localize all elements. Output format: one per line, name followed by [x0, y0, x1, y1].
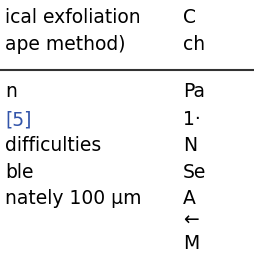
- Text: A: A: [183, 189, 196, 208]
- Text: ape method): ape method): [5, 35, 125, 54]
- Text: [5]: [5]: [5, 110, 31, 129]
- Text: N: N: [183, 136, 197, 155]
- Text: nately 100 μm: nately 100 μm: [5, 189, 141, 208]
- Text: n: n: [5, 82, 17, 101]
- Text: 1·: 1·: [183, 110, 201, 129]
- Text: ical exfoliation: ical exfoliation: [5, 8, 141, 27]
- Text: ch: ch: [183, 35, 205, 54]
- Text: Pa: Pa: [183, 82, 205, 101]
- Text: Se: Se: [183, 163, 206, 182]
- Text: ←: ←: [183, 211, 199, 230]
- Text: C: C: [183, 8, 196, 27]
- Text: M: M: [183, 234, 199, 253]
- Text: difficulties: difficulties: [5, 136, 101, 155]
- Text: ble: ble: [5, 163, 34, 182]
